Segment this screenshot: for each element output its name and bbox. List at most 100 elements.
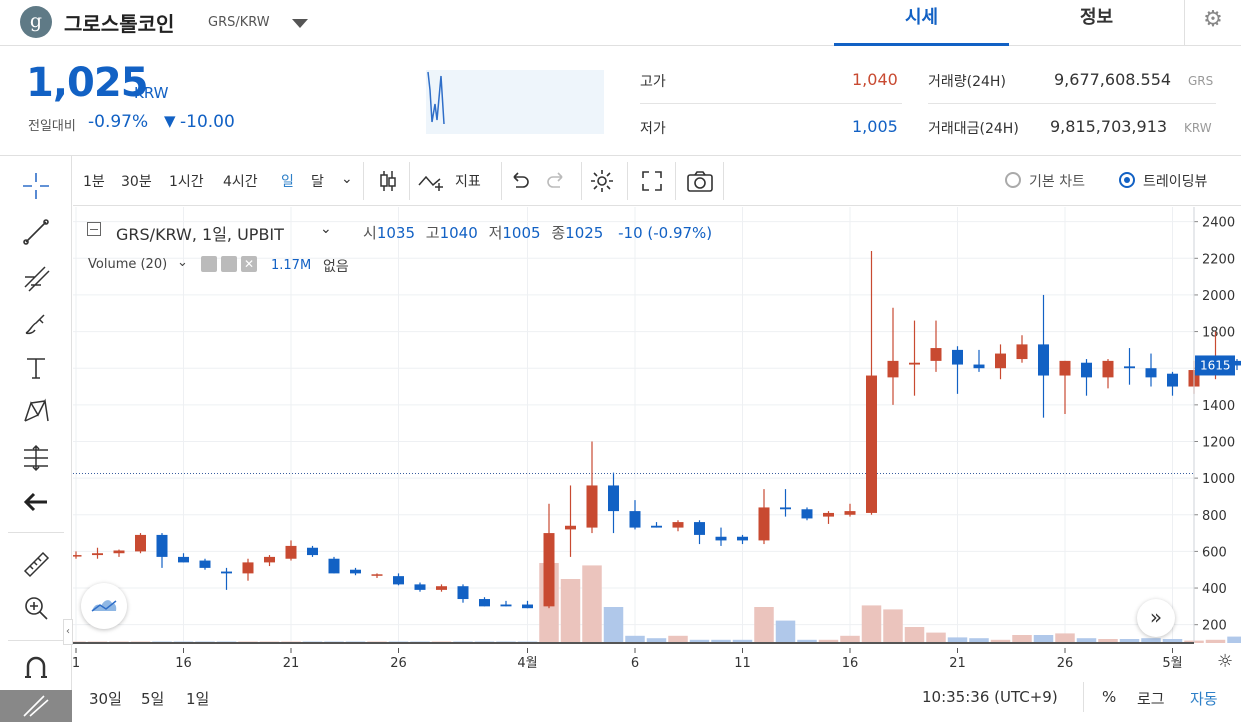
volume-extra: 없음	[323, 256, 349, 276]
low-label: 저가	[640, 118, 666, 138]
divider	[8, 640, 64, 641]
legend-symbol[interactable]: GRS/KRW, 1일, UPBIT	[116, 221, 284, 245]
interval-1m[interactable]: 1분	[83, 171, 105, 191]
scroll-to-latest-button[interactable]: »	[1137, 599, 1175, 637]
zoom-in-icon[interactable]	[14, 588, 58, 628]
magnet-icon[interactable]	[14, 648, 58, 688]
auto-toggle[interactable]: 자동	[1190, 688, 1218, 709]
range-30d[interactable]: 30일	[89, 688, 122, 709]
interval-4h[interactable]: 4시간	[223, 171, 258, 191]
trading-view-label[interactable]: 트레이딩뷰	[1143, 171, 1207, 191]
clock-time[interactable]: 10:35:36 (UTC+9)	[922, 688, 1058, 706]
chart-svg[interactable]: 2004006008001000120014001600180020002200…	[73, 207, 1241, 648]
change-value: -10 (-0.97%)	[618, 224, 712, 242]
candle-body	[974, 365, 985, 369]
close-value: 1025	[565, 224, 603, 242]
candle-body	[673, 522, 684, 527]
close-icon[interactable]: ✕	[241, 256, 257, 272]
radio-basic-chart[interactable]	[1005, 172, 1021, 188]
y-tick-label: 600	[1202, 545, 1227, 560]
candle-body	[372, 574, 383, 576]
ruler-icon[interactable]	[14, 544, 58, 584]
collapse-toolbar-handle[interactable]: ‹	[63, 619, 73, 645]
text-tool-icon[interactable]	[14, 348, 58, 388]
chevron-down-icon[interactable]: ⌄	[341, 171, 353, 187]
candle-body	[1103, 361, 1114, 377]
fib-tool-icon[interactable]	[14, 258, 58, 298]
pattern-tool-icon[interactable]	[14, 392, 58, 432]
radio-trading-view[interactable]	[1119, 172, 1135, 188]
interval-day[interactable]: 일	[281, 171, 294, 191]
ohlc-legend: 시1035 고1040 저1005 종1025 -10 (-0.97%)	[363, 222, 712, 243]
measure-lines-icon[interactable]	[14, 438, 58, 478]
settings-icon[interactable]	[587, 166, 617, 196]
volume-bar	[1206, 640, 1226, 643]
chevron-down-icon[interactable]: ⌄	[177, 255, 188, 270]
x-tick-label: 16	[842, 656, 859, 671]
tab-info[interactable]: 정보	[1009, 0, 1184, 46]
axis-settings-icon[interactable]: ☼	[1217, 651, 1233, 672]
basic-chart-label[interactable]: 기본 차트	[1029, 171, 1085, 191]
chevron-down-icon[interactable]	[292, 19, 308, 28]
percent-toggle[interactable]: %	[1102, 688, 1116, 706]
volume-bar	[604, 607, 624, 643]
indicator-icon[interactable]	[417, 166, 447, 196]
y-tick-label: 200	[1202, 619, 1227, 634]
candle-body	[909, 363, 920, 365]
interval-1h[interactable]: 1시간	[169, 171, 204, 191]
candle-body	[73, 555, 82, 557]
gear-icon[interactable]: ⚙	[1184, 0, 1241, 46]
low-value: 1005	[502, 224, 540, 242]
candle-body	[716, 537, 727, 541]
candle-body	[479, 599, 490, 606]
volume-bar	[582, 565, 602, 643]
low-value: 1,005	[852, 117, 898, 136]
candle-body	[415, 584, 426, 589]
sparkline	[426, 70, 604, 134]
compare-label: 전일대비	[28, 115, 76, 134]
divider	[581, 162, 582, 200]
brush-icon[interactable]	[14, 304, 58, 344]
change-rate: -0.97%	[88, 112, 148, 132]
indicator-label[interactable]: 지표	[455, 171, 481, 191]
candle-body	[1167, 374, 1178, 387]
volume-value: 1.17M	[271, 258, 311, 273]
trend-line-icon[interactable]	[14, 212, 58, 252]
candle-body	[866, 376, 877, 513]
x-tick-label: 26	[1057, 656, 1074, 671]
candle-type-icon[interactable]	[373, 166, 403, 196]
coin-pair[interactable]: GRS/KRW	[208, 15, 270, 30]
minus-mark	[90, 229, 98, 230]
camera-icon[interactable]	[685, 166, 715, 196]
gear-icon[interactable]	[221, 256, 237, 272]
candle-body	[135, 535, 146, 551]
undo-icon[interactable]	[505, 166, 535, 196]
fullscreen-icon[interactable]	[637, 166, 667, 196]
volume-legend-label[interactable]: Volume (20)	[88, 257, 167, 272]
range-1d[interactable]: 1일	[186, 688, 209, 709]
log-toggle[interactable]: 로그	[1137, 688, 1165, 709]
x-tick-label: 26	[390, 656, 407, 671]
crosshair-icon[interactable]	[14, 166, 58, 206]
coin-name[interactable]: 그로스톨코인	[64, 8, 174, 37]
x-tick-label: 6	[631, 656, 639, 671]
interval-month[interactable]: 달	[311, 171, 324, 191]
volume-bar	[1012, 635, 1032, 643]
chevron-down-icon[interactable]: ⌄	[320, 221, 332, 237]
bottom-bar: 30일 5일 1일 10:35:36 (UTC+9) % 로그 자동	[73, 672, 1241, 722]
draw-mode-button[interactable]	[0, 690, 72, 722]
y-tick-label: 400	[1202, 582, 1227, 597]
x-tick-label: 11	[734, 656, 751, 671]
tab-price[interactable]: 시세	[834, 0, 1009, 46]
redo-icon[interactable]	[541, 166, 571, 196]
interval-30m[interactable]: 30분	[121, 171, 152, 191]
eye-icon[interactable]	[201, 256, 217, 272]
range-5d[interactable]: 5일	[141, 688, 164, 709]
back-arrow-icon[interactable]	[14, 482, 58, 522]
price-chart[interactable]: 2004006008001000120014001600180020002200…	[73, 207, 1241, 648]
cloud-chart-icon	[81, 583, 127, 629]
chart-style-button[interactable]	[81, 583, 127, 629]
candle-body	[501, 605, 512, 607]
y-tick-label: 1200	[1202, 435, 1235, 450]
